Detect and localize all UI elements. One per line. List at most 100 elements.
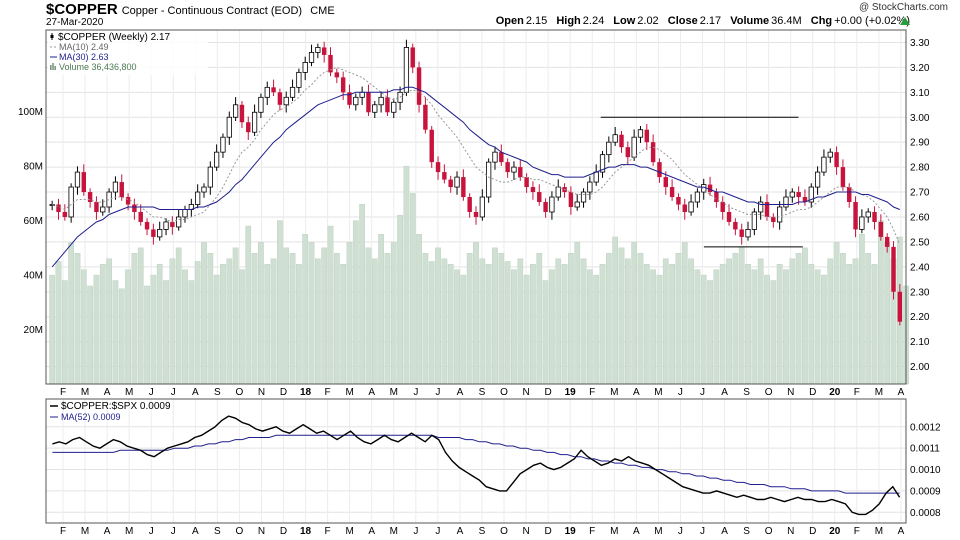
- volume-bar: [504, 261, 511, 385]
- chg-label: Chg: [810, 15, 833, 27]
- x-tick-label: 18: [300, 387, 312, 398]
- price-tick-label: 2.10: [910, 337, 930, 348]
- x-tick-label-ratio: S: [214, 526, 221, 537]
- candle-body: [416, 67, 422, 105]
- candle-body: [68, 186, 74, 218]
- volume-bar: [74, 253, 81, 385]
- candle-body: [771, 216, 776, 222]
- x-tick-label: O: [236, 387, 244, 398]
- brand-label[interactable]: @ StockCharts.com: [858, 2, 948, 13]
- volume-bar: [631, 242, 638, 385]
- volume-bar: [346, 242, 353, 385]
- volume-bar: [656, 274, 663, 385]
- volume-bar: [384, 253, 391, 385]
- candle-body: [334, 72, 340, 78]
- x-tick-label: F: [60, 387, 66, 398]
- volume-bar: [536, 253, 543, 385]
- price-tick-label: 3.30: [910, 38, 930, 49]
- x-tick-label-ratio: F: [854, 526, 860, 537]
- candle-body: [182, 209, 188, 218]
- x-tick-label-ratio: A: [898, 526, 905, 537]
- candle-body: [789, 191, 795, 198]
- x-tick-label-ratio: A: [104, 526, 111, 537]
- volume-bar: [770, 280, 777, 385]
- volume-bar: [517, 258, 524, 385]
- candle-body: [688, 201, 694, 213]
- volume-bar: [314, 258, 321, 385]
- candle-body: [499, 152, 504, 163]
- volume-bar: [289, 253, 296, 385]
- volume-bar: [662, 258, 669, 385]
- volume-bar: [821, 274, 827, 385]
- candle-body: [714, 192, 719, 203]
- x-tick-label: J: [149, 387, 154, 398]
- x-tick-label: 19: [565, 387, 577, 398]
- candle-body: [606, 141, 612, 156]
- volume-bar: [359, 204, 365, 385]
- x-tick-label-ratio: J: [678, 526, 683, 537]
- candle-body: [429, 129, 434, 163]
- volume-bar: [447, 263, 454, 385]
- volume-bar: [688, 258, 694, 385]
- x-tick-label-ratio: M: [125, 526, 133, 537]
- volume-bar: [207, 253, 214, 385]
- candle-body: [62, 211, 68, 217]
- volume-bar: [473, 242, 479, 385]
- candle-body: [644, 129, 650, 143]
- volume-bar: [422, 253, 429, 385]
- close-value: 2.17: [699, 15, 722, 27]
- candle-body: [524, 177, 529, 188]
- volume-tick-label: 60M: [24, 216, 43, 227]
- open-label: Open: [495, 15, 524, 27]
- exchange: CME: [310, 5, 335, 17]
- price-tick-label: 3.10: [910, 88, 930, 99]
- volume-bar: [378, 234, 384, 385]
- volume-bar: [884, 242, 891, 385]
- x-tick-label: M: [390, 387, 398, 398]
- x-tick-label-ratio: D: [545, 526, 552, 537]
- volume-bar: [846, 263, 853, 385]
- volume-bar: [131, 253, 138, 385]
- legend-ratio: $COPPER:$SPX 0.0009: [61, 401, 171, 412]
- volume-bar: [87, 285, 93, 385]
- candle-body: [87, 192, 93, 203]
- volume-bar: [764, 274, 770, 385]
- volume-bar: [859, 234, 865, 385]
- candle-body: [657, 162, 662, 178]
- volume-bar: [612, 236, 619, 385]
- candle-body: [81, 172, 87, 193]
- x-tick-label: A: [721, 387, 728, 398]
- x-tick-label-ratio: N: [522, 526, 529, 537]
- x-tick-label-ratio: O: [236, 526, 244, 537]
- volume-bar: [605, 253, 612, 385]
- high-value: 2.24: [582, 15, 605, 27]
- chg-value: +0.00 (+0.02%): [834, 15, 910, 27]
- volume-bar: [150, 274, 157, 385]
- x-tick-label: J: [678, 387, 683, 398]
- candle-body: [518, 167, 523, 178]
- candle-body: [106, 191, 112, 208]
- candle-body: [271, 87, 276, 93]
- price-tick-label: 2.50: [910, 237, 930, 248]
- x-tick-label-ratio: J: [171, 526, 176, 537]
- candle-body: [435, 162, 441, 173]
- candle-body: [802, 197, 808, 203]
- volume-bar: [365, 247, 372, 385]
- volume-bar: [264, 263, 271, 385]
- candle-body: [201, 186, 207, 193]
- volume-bar: [61, 280, 68, 385]
- candle-body: [593, 171, 599, 183]
- volume-bar: [466, 253, 473, 385]
- legend-price: $COPPER (Weekly) 2.17: [58, 32, 171, 43]
- candle-body: [176, 216, 182, 228]
- volume-bar: [726, 258, 732, 385]
- candle-body: [214, 151, 220, 168]
- volume-bar: [80, 269, 87, 385]
- legend-ratio-ma: MA(52) 0.0009: [61, 412, 121, 422]
- ratio-tick-label: 0.0010: [910, 465, 941, 476]
- x-tick-label-ratio: M: [610, 526, 618, 537]
- x-tick-label-ratio: N: [787, 526, 794, 537]
- open-value: 2.15: [525, 15, 548, 27]
- candle-body: [663, 177, 668, 188]
- volume-bar: [428, 261, 435, 385]
